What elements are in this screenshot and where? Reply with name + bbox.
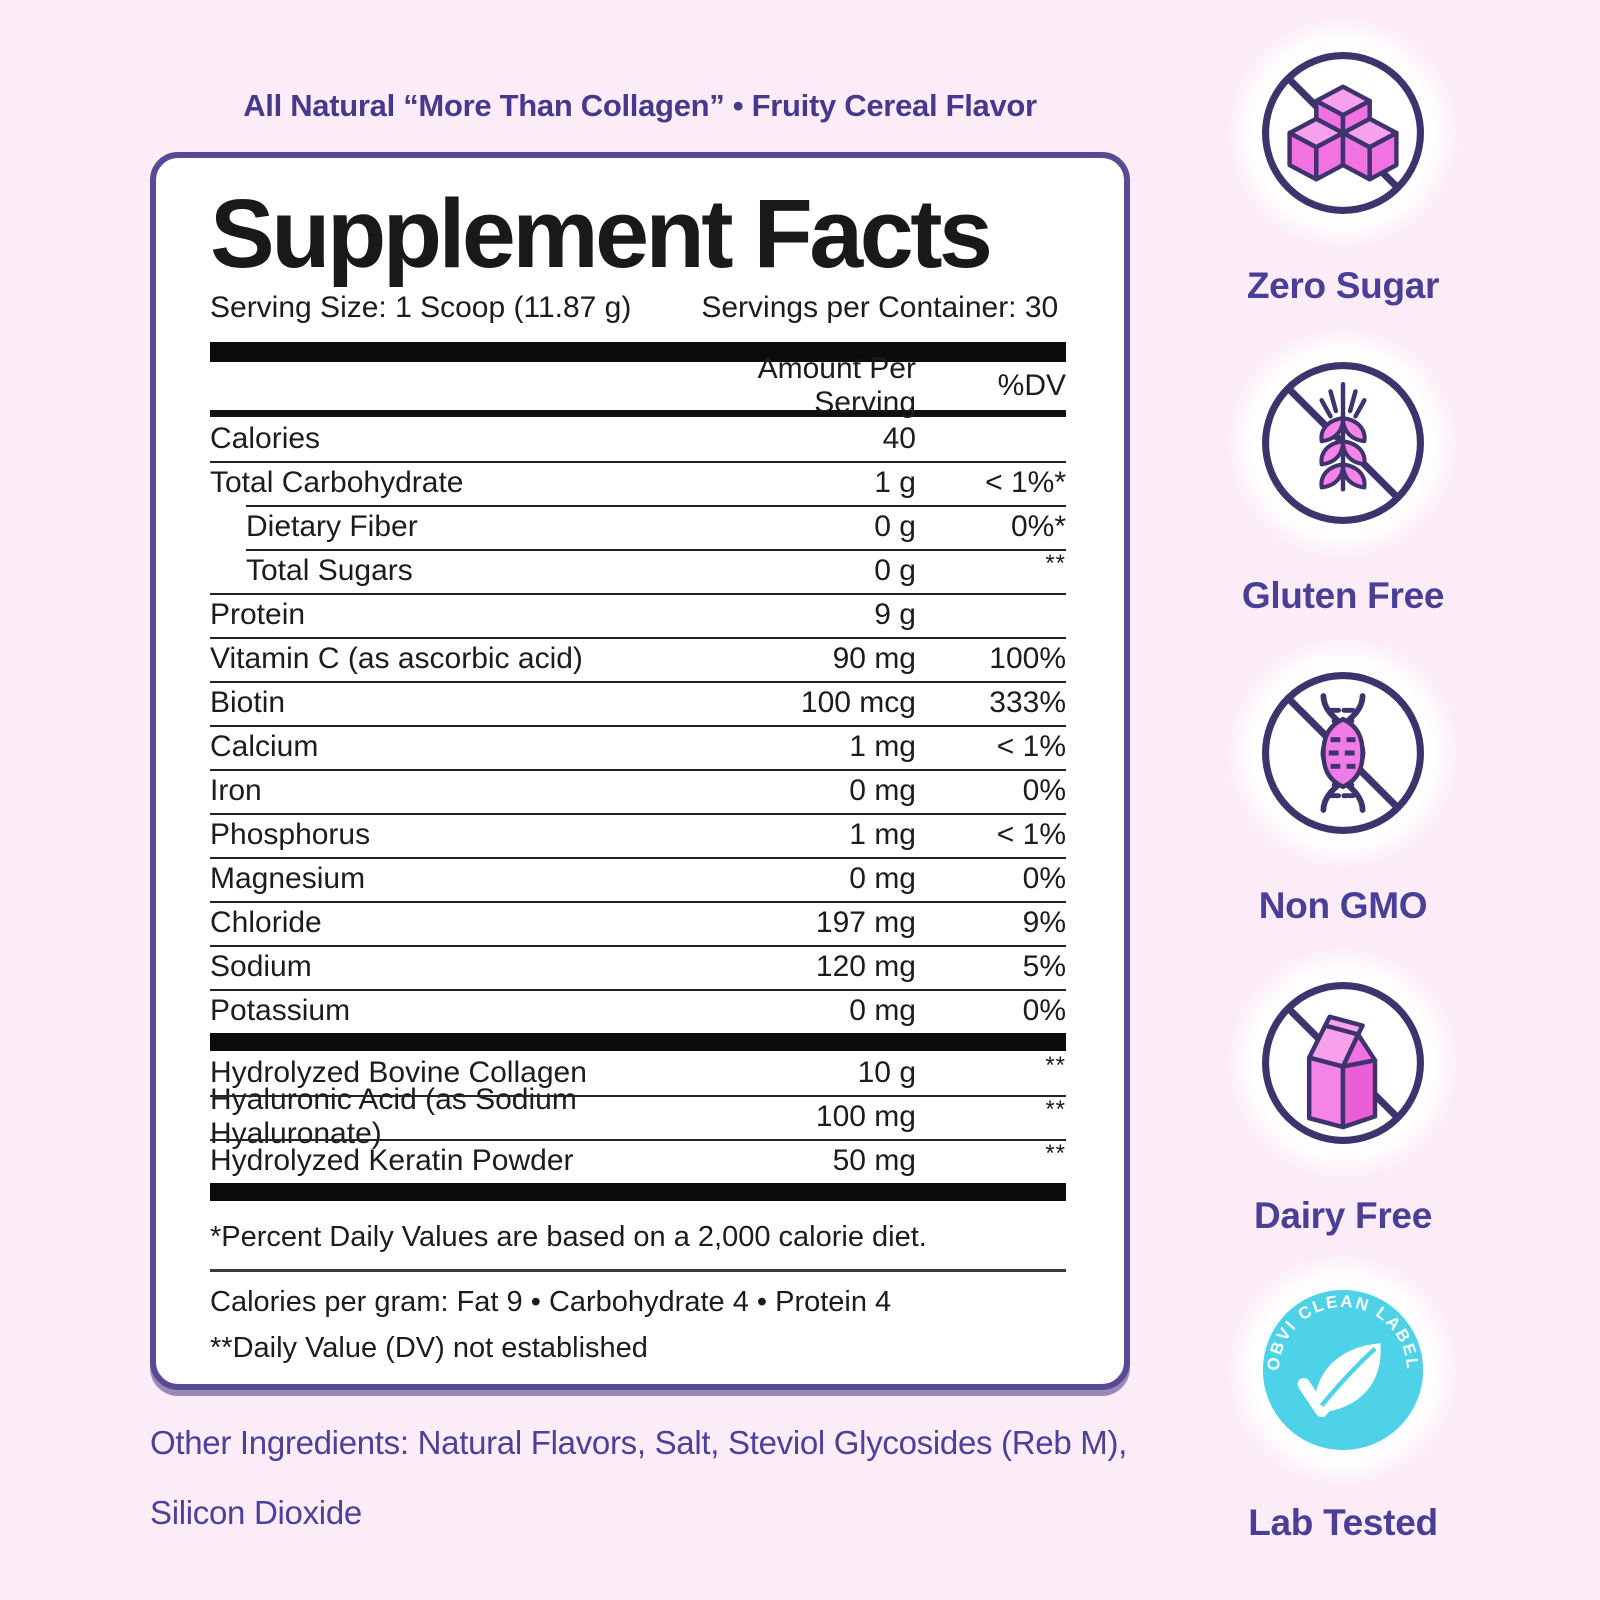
clean-label-badge-svg: OBVI CLEAN LABEL	[1262, 1289, 1424, 1451]
no-gluten-icon-svg	[1262, 362, 1424, 524]
divider-bar-bottom	[210, 1183, 1066, 1201]
blend-rows: Hydrolyzed Bovine Collagen 10 g ** Hyalu…	[210, 1051, 1066, 1183]
badge-non-gmo: Non GMO	[1173, 635, 1513, 927]
header-amount-col: Amount Per Serving	[757, 352, 916, 419]
supplement-facts-panel: Supplement Facts Serving Size: 1 Scoop (…	[150, 152, 1130, 1390]
badge-gluten-free: Gluten Free	[1173, 325, 1513, 617]
footnote-daily-values: *Percent Daily Values are based on a 2,0…	[210, 1221, 927, 1253]
table-row: Biotin 100 mcg 333%	[210, 681, 1066, 725]
other-ingredients: Other Ingredients: Natural Flavors, Salt…	[150, 1408, 1210, 1548]
footnote-dv-not-established: **Daily Value (DV) not established	[210, 1332, 648, 1364]
no-gmo-icon-svg	[1262, 672, 1424, 834]
no-gluten-icon	[1225, 325, 1461, 561]
badge-label: Non GMO	[1258, 885, 1428, 926]
no-gmo-icon	[1225, 635, 1461, 871]
no-dairy-icon-svg	[1262, 982, 1424, 1144]
table-row: Total Sugars 0 g **	[210, 549, 1066, 593]
table-row: Hydrolyzed Keratin Powder 50 mg **	[210, 1139, 1066, 1183]
divider-bar-blend-top	[210, 1033, 1066, 1051]
badge-label: Gluten Free	[1241, 575, 1445, 616]
badge-label: Zero Sugar	[1246, 265, 1440, 306]
panel-title: Supplement Facts	[210, 179, 993, 288]
footnote-calories-per-gram: Calories per gram: Fat 9 • Carbohydrate …	[210, 1286, 892, 1318]
badge-label: Lab Tested	[1248, 1502, 1438, 1543]
no-sugar-icon	[1225, 15, 1461, 251]
table-row: Dietary Fiber 0 g 0%*	[210, 505, 1066, 549]
obvi-clean-label-badge: OBVI CLEAN LABEL	[1225, 1252, 1461, 1488]
table-row: Sodium 120 mg 5%	[210, 945, 1066, 989]
table-row: Total Carbohydrate 1 g < 1%*	[210, 461, 1066, 505]
table-row: Hyaluronic Acid (as Sodium Hyaluronate) …	[210, 1083, 1066, 1150]
badge-label: Dairy Free	[1254, 1195, 1432, 1236]
header-dv-col: %DV	[997, 369, 1066, 402]
serving-size: Serving Size: 1 Scoop (11.87 g)	[210, 291, 632, 324]
table-row: Protein 9 g	[210, 593, 1066, 637]
table-header-row: Amount Per Serving %DV	[210, 352, 1066, 419]
divider-bar-top	[210, 342, 1066, 362]
table-row: Phosphorus 1 mg < 1%	[210, 813, 1066, 857]
servings-per-container: Servings per Container: 30	[701, 291, 1059, 324]
other-ingredients-line2: Silicon Dioxide	[150, 1494, 362, 1531]
table-row: Iron 0 mg 0%	[210, 769, 1066, 813]
table-row: Calcium 1 mg < 1%	[210, 725, 1066, 769]
table-row: Potassium 0 mg 0%	[210, 989, 1066, 1033]
table-row: Vitamin C (as ascorbic acid) 90 mg 100%	[210, 637, 1066, 681]
serving-info: Serving Size: 1 Scoop (11.87 g) Servings…	[210, 290, 1066, 326]
badge-lab-tested: OBVI CLEAN LABEL Lab Tested	[1173, 1252, 1513, 1544]
no-sugar-icon-svg	[1262, 52, 1424, 214]
product-tagline: All Natural “More Than Collagen” • Fruit…	[243, 88, 1037, 123]
no-dairy-icon	[1225, 945, 1461, 1181]
footnote-divider	[210, 1269, 1066, 1272]
badge-zero-sugar: Zero Sugar	[1173, 15, 1513, 307]
table-row: Calories 40	[210, 422, 916, 455]
nutrient-rows: Calories 40 Total Carbohydrate 1 g < 1%*…	[210, 417, 1066, 1033]
other-ingredients-line1: Other Ingredients: Natural Flavors, Salt…	[150, 1424, 1128, 1461]
table-row: Chloride 197 mg 9%	[210, 901, 1066, 945]
table-row: Hydrolyzed Bovine Collagen 10 g **	[210, 1052, 1066, 1089]
badge-dairy-free: Dairy Free	[1173, 945, 1513, 1237]
table-row: Magnesium 0 mg 0%	[210, 857, 1066, 901]
